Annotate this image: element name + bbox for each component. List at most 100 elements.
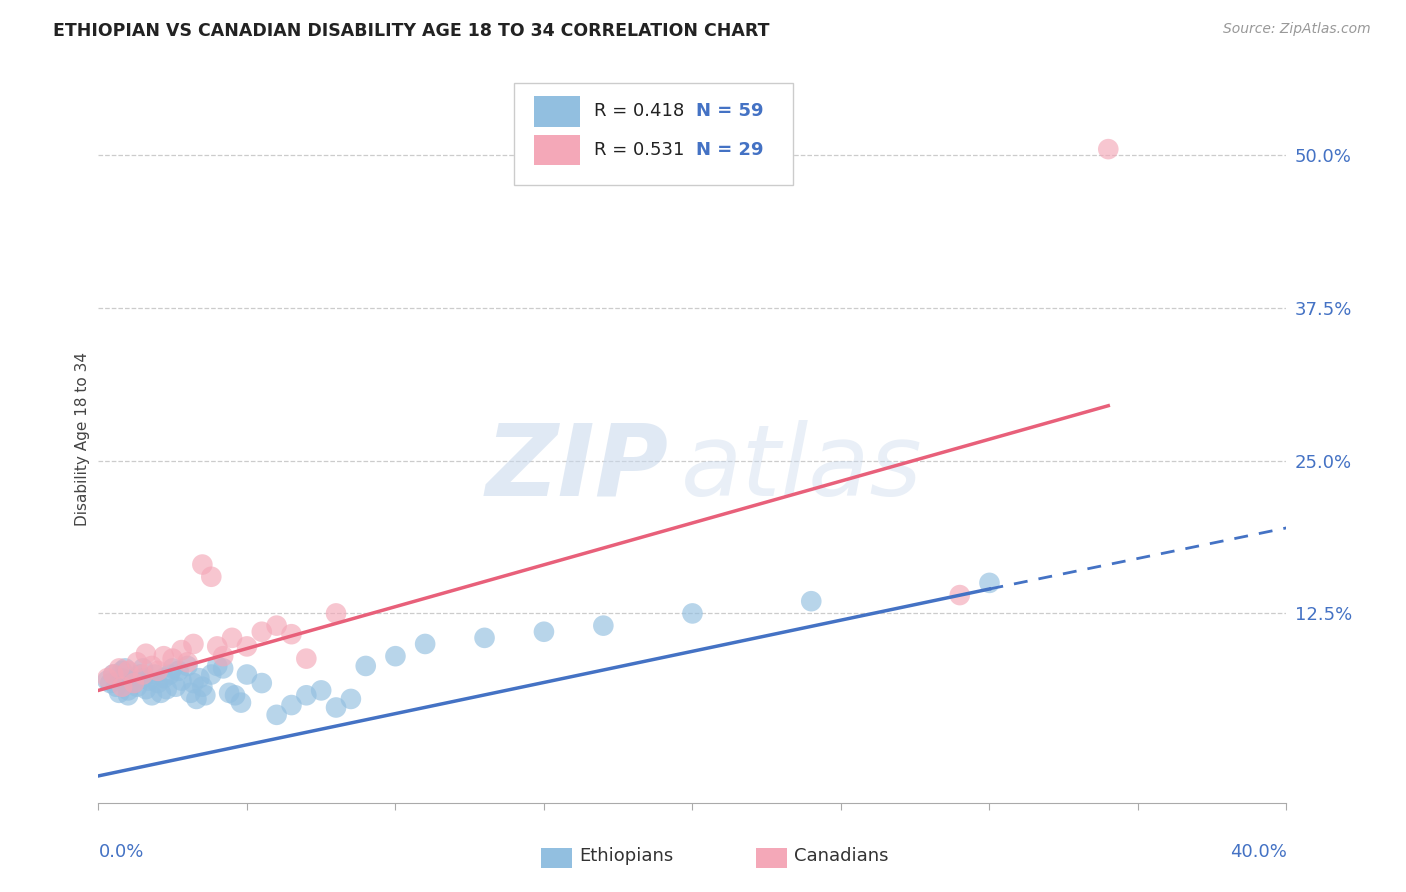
Point bbox=[413, 637, 436, 651]
Point bbox=[200, 570, 222, 584]
Point bbox=[103, 667, 125, 681]
Point bbox=[592, 618, 614, 632]
Point bbox=[98, 676, 121, 690]
Point bbox=[141, 688, 163, 702]
Point bbox=[96, 671, 118, 685]
Point bbox=[280, 627, 302, 641]
Point bbox=[108, 661, 131, 675]
Point bbox=[117, 688, 139, 702]
Point bbox=[229, 696, 252, 710]
Point bbox=[191, 680, 214, 694]
Point bbox=[129, 667, 152, 681]
Y-axis label: Disability Age 18 to 34: Disability Age 18 to 34 bbox=[75, 352, 90, 526]
Point bbox=[200, 667, 222, 681]
Point bbox=[186, 692, 208, 706]
Point bbox=[800, 594, 823, 608]
Point bbox=[132, 667, 155, 681]
Point bbox=[194, 688, 217, 702]
Point bbox=[114, 661, 136, 675]
Point bbox=[162, 661, 184, 675]
Point bbox=[138, 673, 160, 688]
Point bbox=[340, 692, 363, 706]
Point bbox=[212, 661, 235, 675]
Point bbox=[141, 659, 163, 673]
Point bbox=[280, 698, 302, 712]
FancyBboxPatch shape bbox=[534, 135, 579, 165]
Point bbox=[1097, 142, 1119, 156]
Point bbox=[125, 680, 148, 694]
Point bbox=[111, 664, 134, 678]
Point bbox=[266, 618, 288, 632]
Point bbox=[474, 631, 496, 645]
Point bbox=[105, 680, 128, 694]
Text: ZIP: ZIP bbox=[485, 420, 669, 516]
Point bbox=[117, 664, 139, 678]
Point bbox=[96, 673, 118, 688]
Point bbox=[295, 651, 318, 665]
Point bbox=[176, 659, 198, 673]
Point bbox=[165, 680, 187, 694]
Point bbox=[167, 664, 190, 678]
Text: R = 0.418: R = 0.418 bbox=[593, 103, 685, 120]
Point bbox=[170, 643, 193, 657]
FancyBboxPatch shape bbox=[534, 96, 579, 127]
Text: 40.0%: 40.0% bbox=[1230, 843, 1286, 861]
Point bbox=[120, 673, 142, 688]
Point bbox=[156, 682, 179, 697]
Point bbox=[218, 686, 240, 700]
Point bbox=[188, 671, 211, 685]
Point bbox=[132, 661, 155, 675]
Point bbox=[143, 667, 166, 681]
Text: N = 59: N = 59 bbox=[696, 103, 763, 120]
Point bbox=[111, 680, 134, 694]
Point bbox=[224, 688, 246, 702]
Point bbox=[132, 671, 155, 685]
Text: 0.0%: 0.0% bbox=[98, 843, 143, 861]
Point bbox=[221, 631, 243, 645]
Text: atlas: atlas bbox=[681, 420, 922, 516]
Text: R = 0.531: R = 0.531 bbox=[593, 141, 685, 159]
Point bbox=[111, 671, 134, 685]
Point bbox=[146, 664, 169, 678]
Point bbox=[681, 607, 703, 621]
Point bbox=[135, 682, 157, 697]
Point bbox=[152, 671, 174, 685]
FancyBboxPatch shape bbox=[515, 83, 793, 185]
Point bbox=[103, 667, 125, 681]
Text: Ethiopians: Ethiopians bbox=[579, 847, 673, 865]
Point bbox=[125, 655, 148, 669]
Point bbox=[236, 640, 259, 654]
Point bbox=[152, 649, 174, 664]
Text: Source: ZipAtlas.com: Source: ZipAtlas.com bbox=[1223, 22, 1371, 37]
Point bbox=[325, 700, 347, 714]
Text: N = 29: N = 29 bbox=[696, 141, 763, 159]
Point bbox=[159, 667, 181, 681]
Point bbox=[191, 558, 214, 572]
Point bbox=[179, 686, 201, 700]
Point bbox=[384, 649, 406, 664]
Text: Canadians: Canadians bbox=[794, 847, 889, 865]
Point bbox=[309, 683, 332, 698]
Point bbox=[183, 637, 205, 651]
Point bbox=[236, 667, 259, 681]
Point bbox=[122, 676, 145, 690]
Point bbox=[122, 676, 145, 690]
Point bbox=[949, 588, 972, 602]
Point bbox=[266, 707, 288, 722]
Point bbox=[176, 655, 198, 669]
Point bbox=[205, 659, 228, 673]
Point bbox=[135, 647, 157, 661]
Point bbox=[325, 607, 347, 621]
Point bbox=[205, 640, 228, 654]
Point bbox=[146, 676, 169, 690]
Point bbox=[117, 683, 139, 698]
Point bbox=[250, 624, 273, 639]
Point bbox=[162, 651, 184, 665]
Point bbox=[979, 575, 1001, 590]
Text: ETHIOPIAN VS CANADIAN DISABILITY AGE 18 TO 34 CORRELATION CHART: ETHIOPIAN VS CANADIAN DISABILITY AGE 18 … bbox=[53, 22, 770, 40]
Point bbox=[533, 624, 555, 639]
Point bbox=[212, 649, 235, 664]
Point bbox=[149, 686, 172, 700]
Point bbox=[183, 676, 205, 690]
Point bbox=[108, 686, 131, 700]
